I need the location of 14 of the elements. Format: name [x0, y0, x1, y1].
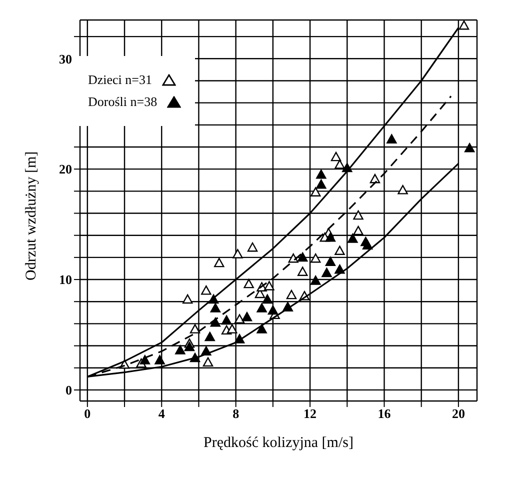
- y-axis-title: Odrzut wzdłużny [m]: [23, 151, 40, 280]
- y-tick-label: 20: [59, 162, 72, 177]
- x-tick-label: 12: [304, 406, 317, 422]
- x-tick-label: 16: [378, 406, 392, 422]
- x-tick-label: 0: [84, 406, 91, 422]
- x-tick-label: 8: [232, 406, 240, 422]
- legend-label: Dorośli n=38: [88, 94, 158, 110]
- x-tick-label: 4: [158, 406, 166, 422]
- y-tick-label: 30: [59, 51, 72, 66]
- legend-label: Dzieci n=31: [88, 72, 152, 88]
- y-tick-label: 10: [59, 272, 72, 288]
- x-tick-label: 20: [452, 406, 465, 422]
- x-axis-title: Prędkość kolizyjna [m/s]: [204, 435, 354, 451]
- y-tick-label: 0: [66, 382, 72, 398]
